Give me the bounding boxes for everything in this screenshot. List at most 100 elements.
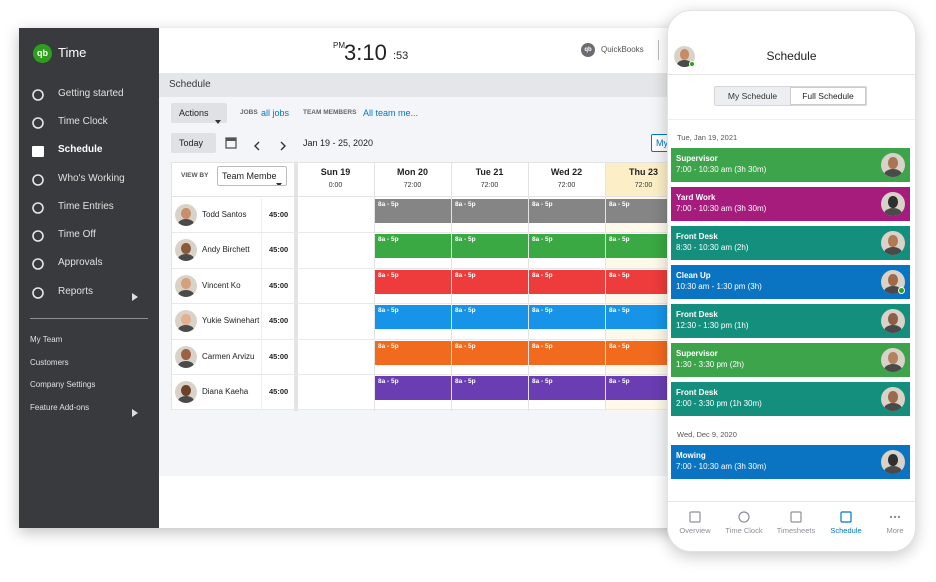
shift-block[interactable]: 8a - 5p (529, 305, 605, 330)
member-name[interactable]: Yukie Swinehart (202, 316, 260, 326)
day-hours: 72:00 (634, 182, 653, 189)
members-filter[interactable]: All team me... (363, 108, 419, 118)
day-header: Thu 23 72:00 (605, 163, 682, 196)
avatar-body (883, 247, 903, 255)
shift-time: 7:00 - 10:30 am (3h 30m) (676, 165, 767, 174)
shift-card[interactable]: Front Desk 2:00 - 3:30 pm (1h 30m) (671, 382, 910, 416)
avatar-body (883, 286, 903, 294)
menu-icon-glyph (32, 287, 44, 299)
nav-item[interactable]: Overview (679, 526, 711, 535)
shift-block[interactable]: 8a - 5p (452, 269, 528, 294)
shift-card[interactable]: Clean Up 10:30 am - 1:30 pm (3h) (671, 265, 910, 299)
member-name[interactable]: Todd Santos (202, 210, 247, 219)
shift-label: 8a - 5p (455, 342, 476, 350)
shift-card[interactable]: Supervisor 1:30 - 3:30 pm (2h) (671, 343, 910, 377)
shift-block[interactable]: 8a - 5p (375, 340, 451, 365)
tabs-rule (668, 119, 915, 120)
nav-icon (738, 510, 750, 523)
nav-item[interactable]: More (886, 526, 904, 535)
shift-block[interactable]: 8a - 5p (452, 305, 528, 330)
shift-block[interactable]: 8a - 5p (529, 234, 605, 259)
shift-label: 8a - 5p (532, 271, 553, 279)
phone-window: Schedule My Schedule Full Schedule Tue, Jan… (667, 10, 916, 552)
avatar-face (887, 390, 899, 403)
shift-label: 8a - 5p (378, 378, 399, 385)
avatar-face (887, 195, 899, 208)
shift-label: 8a - 5p (609, 236, 630, 244)
shift-card[interactable]: Front Desk 12:30 - 1:30 pm (1h) (671, 304, 910, 338)
tab-active[interactable]: Full Schedule (790, 87, 866, 105)
secondary-item[interactable]: Feature Add-ons (30, 403, 90, 412)
shift-card[interactable]: Mowing 7:00 - 10:30 am (3h 30m) (671, 445, 910, 479)
clock-time: 3:10 (344, 40, 387, 65)
shift-block[interactable]: 8a - 5p (375, 376, 451, 400)
actions-button[interactable]: Actions (171, 103, 227, 124)
view-by-label: VIEW BY (181, 172, 209, 179)
nav-icon (889, 510, 901, 522)
secondary-item[interactable]: Customers (30, 358, 69, 367)
shift-card[interactable]: Yard Work 7:00 - 10:30 am (3h 30m) (671, 187, 910, 221)
shift-block[interactable]: 8a - 5p (375, 199, 451, 223)
menu-item[interactable]: Schedule (58, 144, 103, 155)
nav-icon (840, 510, 852, 523)
avatar-body (883, 169, 903, 177)
shift-block[interactable]: 8a - 5p (375, 269, 451, 294)
shift-card[interactable]: Supervisor 7:00 - 10:30 am (3h 30m) (671, 148, 910, 182)
view-button-label[interactable]: My (656, 138, 668, 148)
avatar-face (887, 234, 899, 247)
shift-label: 8a - 5p (455, 378, 476, 385)
nav-item[interactable]: Schedule (830, 526, 862, 535)
shift-block[interactable]: 8a - 5p (375, 305, 451, 330)
secondary-item[interactable]: My Team (30, 335, 63, 344)
shift-role: Front Desk (676, 232, 718, 241)
shift-block[interactable]: 8a - 5p (452, 340, 528, 365)
menu-item[interactable]: Time Off (58, 229, 96, 240)
shift-role: Supervisor (676, 154, 718, 163)
member-name[interactable]: Carmen Arvizu (202, 351, 255, 361)
submenu-arrow (132, 404, 138, 417)
menu-item[interactable]: Getting started (58, 88, 124, 99)
avatar (175, 204, 197, 226)
shift-block[interactable]: 8a - 5p (375, 234, 451, 259)
row-rule (172, 338, 690, 340)
nav-icon-glyph (889, 515, 901, 519)
avatar (175, 274, 197, 297)
shift-block[interactable]: 8a - 5p (529, 269, 605, 294)
shift-block[interactable]: 8a - 5p (529, 199, 605, 223)
hours-divider (261, 375, 262, 409)
menu-item[interactable]: Time Entries (58, 201, 114, 212)
today-button[interactable]: Today (171, 133, 216, 153)
menu-item[interactable]: Approvals (58, 257, 103, 268)
menu-item[interactable]: Who's Working (58, 173, 125, 184)
shift-block[interactable]: 8a - 5p (529, 340, 605, 365)
menu-item[interactable]: Time Clock (58, 116, 108, 127)
day-hours: 72:00 (557, 182, 576, 189)
nav-item[interactable]: Time Clock (725, 526, 763, 535)
shift-block[interactable]: 8a - 5p (452, 199, 528, 223)
today-button-label[interactable]: Today (179, 138, 204, 148)
status-dot (689, 61, 695, 67)
shift-time: 10:30 am - 1:30 pm (3h) (676, 282, 762, 291)
shift-card[interactable]: Front Desk 8:30 - 10:30 am (2h) (671, 226, 910, 260)
shift-block[interactable]: 8a - 5p (452, 376, 528, 400)
day-hours: 72:00 (403, 182, 422, 189)
shift-block[interactable]: 8a - 5p (529, 376, 605, 400)
member-name[interactable]: Diana Kaeha (202, 387, 249, 396)
avatar-face (181, 278, 191, 290)
avatar-body (883, 325, 903, 333)
day-label: Tue 21 (475, 167, 504, 177)
shift-block[interactable]: 8a - 5p (452, 234, 528, 259)
member-name[interactable]: Vincent Ko (202, 280, 241, 290)
row-rule (172, 409, 690, 411)
hours-divider (261, 268, 262, 303)
member-name[interactable]: Andy Birchett (202, 245, 250, 255)
nav-item[interactable]: Timesheets (776, 526, 816, 535)
avatar-face (181, 207, 191, 219)
secondary-item[interactable]: Company Settings (30, 380, 96, 389)
jobs-filter[interactable]: all jobs (261, 108, 290, 118)
menu-item[interactable]: Reports (58, 286, 94, 297)
view-by-select[interactable]: Team Membe (217, 166, 287, 186)
actions-button-label[interactable]: Actions (179, 108, 209, 118)
tab[interactable]: My Schedule (727, 91, 778, 101)
shift-time: 7:00 - 10:30 am (3h 30m) (676, 462, 767, 471)
